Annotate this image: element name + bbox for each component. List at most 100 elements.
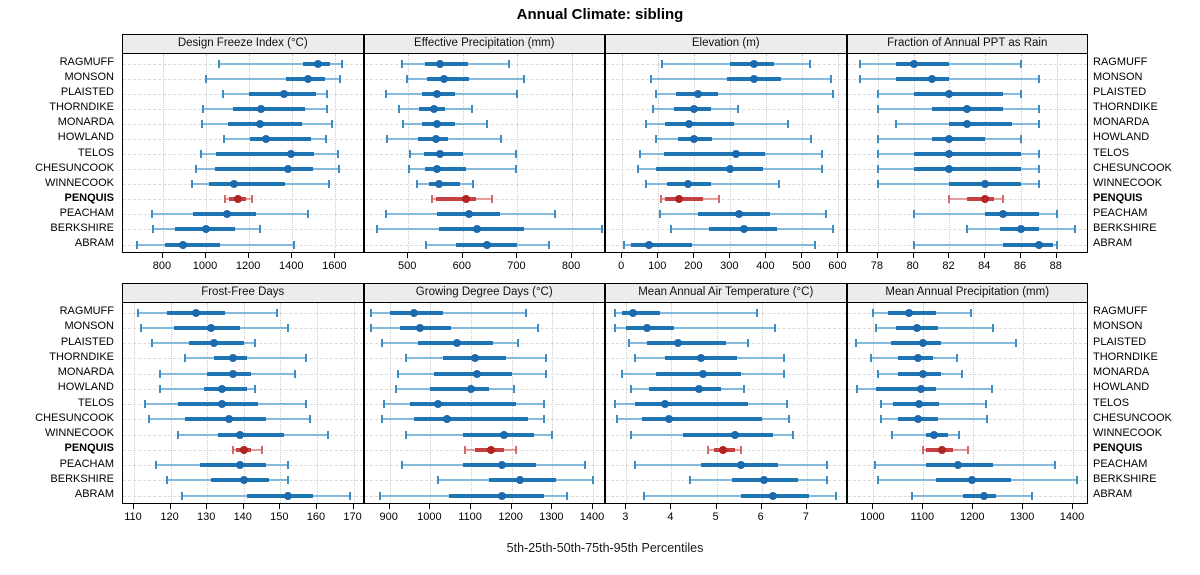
- median-dot: [999, 210, 1008, 219]
- axis-tick: [1055, 253, 1057, 258]
- panel-title: Effective Precipitation (mm): [414, 37, 555, 49]
- axis-tick-label: 1200: [959, 511, 985, 523]
- site-label-abram: ABRAM: [74, 237, 114, 249]
- whisker-cap-high: [1055, 240, 1058, 249]
- whisker-cap-high: [810, 134, 813, 143]
- gridline-vertical: [838, 54, 840, 252]
- gridline-vertical: [133, 303, 135, 503]
- axis-tick: [1020, 253, 1022, 258]
- whisker-cap-high: [830, 74, 833, 83]
- whisker-cap-low: [416, 180, 419, 189]
- whisker-cap-low: [629, 430, 632, 439]
- whisker-cap-low: [231, 445, 234, 454]
- median-dot: [433, 89, 442, 98]
- site-label-telos: TELOS: [77, 146, 114, 159]
- whisker-cap-low: [222, 89, 225, 98]
- whisker-cap-high: [486, 119, 489, 128]
- site-label-thorndike: THORNDIKE: [1093, 350, 1158, 363]
- site-label-telos: TELOS: [1093, 146, 1130, 159]
- median-dot: [675, 195, 684, 204]
- axis-tick: [693, 253, 695, 258]
- whisker-cap-high: [1037, 150, 1040, 158]
- whisker-cap-low: [660, 59, 663, 68]
- median-dot: [719, 445, 728, 454]
- whisker-cap-low: [400, 461, 403, 469]
- iqr-bar-25-75: [227, 121, 302, 126]
- site-label-thorndike: THORNDIKE: [49, 101, 114, 114]
- median-dot: [981, 195, 990, 204]
- median-dot: [461, 195, 470, 204]
- whisker-cap-low: [874, 323, 877, 332]
- whisker-cap-low: [912, 240, 915, 249]
- whisker-cap-low: [872, 308, 875, 317]
- whisker-cap-low: [948, 195, 951, 204]
- axis-tick-label: 86: [1013, 260, 1027, 272]
- whisker-cap-high: [307, 210, 310, 219]
- whisker-cap-low: [706, 445, 709, 454]
- panel-title: Design Freeze Index (°C): [177, 37, 308, 49]
- axis-tick: [161, 253, 163, 258]
- median-dot: [726, 165, 735, 174]
- axis-tick: [248, 253, 250, 258]
- axis-tick: [591, 504, 593, 509]
- median-dot: [739, 225, 748, 234]
- site-label-ragmuff: RAGMUFF: [59, 56, 114, 68]
- whisker-cap-low: [650, 74, 653, 83]
- site-label-monarda: MONARDA: [1093, 366, 1150, 378]
- whisker-cap-low: [430, 195, 433, 204]
- iqr-bar-25-75: [247, 493, 314, 498]
- whisker-cap-low: [876, 104, 879, 113]
- whisker-cap-high: [787, 415, 790, 424]
- whisker-cap-high: [821, 150, 824, 158]
- whisker-cap-high: [747, 339, 750, 347]
- site-label-howland: HOWLAND: [57, 131, 114, 144]
- median-dot: [262, 134, 271, 143]
- whisker-cap-low: [854, 339, 857, 347]
- whisker-cap-high: [1076, 476, 1079, 485]
- whisker-cap-low: [154, 461, 157, 469]
- median-dot: [693, 89, 702, 98]
- axis-tick-label: 500: [792, 260, 811, 272]
- whisker-cap-low: [136, 240, 139, 249]
- gridline-vertical: [572, 54, 574, 252]
- gridline-vertical: [162, 54, 164, 252]
- whisker-cap-low: [966, 225, 969, 234]
- whisker-cap-low: [394, 384, 397, 393]
- median-dot: [228, 354, 237, 363]
- whisker-cap-high: [308, 415, 311, 424]
- gridline-horizontal: [847, 358, 1087, 360]
- whisker-cap-high: [258, 225, 261, 234]
- median-dot: [435, 180, 444, 189]
- site-label-howland: HOWLAND: [1093, 131, 1150, 144]
- whisker-cap-high: [969, 308, 972, 317]
- iqr-bar-25-75: [875, 386, 936, 391]
- whisker-cap-high: [514, 445, 517, 454]
- whisker-cap-high: [740, 445, 743, 454]
- whisker-cap-high: [551, 430, 554, 439]
- median-dot: [410, 308, 419, 317]
- axis-tick-label: 0: [618, 260, 625, 272]
- median-dot: [919, 369, 928, 378]
- site-label-peacham: PEACHAM: [59, 457, 114, 470]
- axis-tick: [169, 504, 171, 509]
- whisker-cap-high: [543, 415, 546, 424]
- iqr-bar-25-75: [913, 167, 1022, 172]
- gridline-vertical: [316, 303, 318, 503]
- whisker-cap-high: [545, 369, 548, 378]
- axis-tick-label: 200: [684, 260, 703, 272]
- whisker-cap-low: [158, 384, 161, 393]
- iqr-bar-25-75: [250, 136, 311, 141]
- whisker-cap-high: [336, 150, 339, 158]
- whisker-cap-low: [644, 119, 647, 128]
- gridline-vertical: [806, 303, 808, 503]
- panel-title: Frost-Free Days: [201, 286, 285, 298]
- whisker-cap-low: [877, 476, 880, 485]
- median-dot: [430, 104, 439, 113]
- whisker-cap-low: [614, 400, 617, 408]
- whisker-cap-high: [293, 369, 296, 378]
- median-dot: [737, 461, 746, 469]
- whisker-cap-low: [401, 119, 404, 128]
- whisker-cap-low: [627, 339, 630, 347]
- whisker-cap-high: [1037, 104, 1040, 113]
- axis-tick: [1072, 504, 1074, 509]
